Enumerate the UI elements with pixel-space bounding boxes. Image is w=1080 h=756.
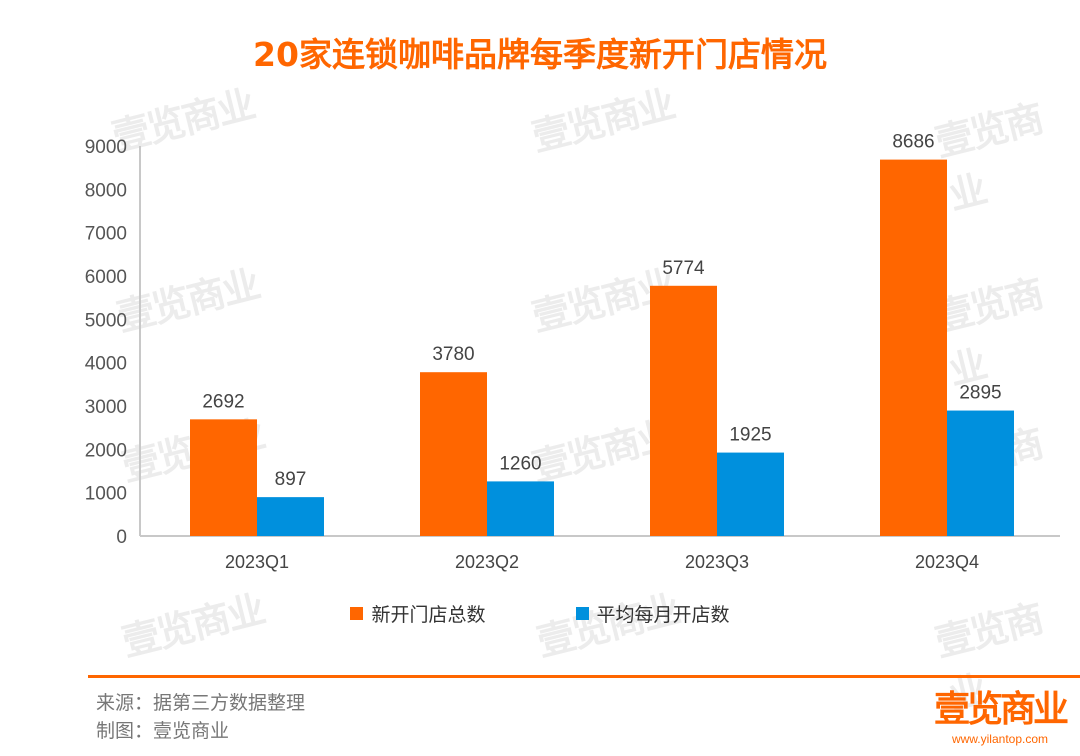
y-tick-label: 7000: [85, 224, 127, 245]
chart-title: 20家连锁咖啡品牌每季度新开门店情况: [253, 35, 827, 74]
y-tick-label: 9000: [85, 137, 127, 158]
y-tick-label: 3000: [85, 397, 127, 418]
data-label: 8686: [892, 132, 934, 153]
y-tick-label: 6000: [85, 267, 127, 288]
credit-note: 制图：壹览商业: [96, 720, 230, 742]
data-label: 897: [275, 469, 307, 490]
bar-total: [650, 285, 717, 536]
source-note: 来源：据第三方数据整理: [96, 692, 306, 714]
x-tick-label: 2023Q1: [225, 552, 289, 572]
y-tick-label: 2000: [85, 440, 127, 461]
data-label: 2692: [202, 391, 244, 412]
legend-item-total: 新开门店总数: [350, 600, 486, 627]
bar-monthly: [717, 452, 784, 536]
y-tick-label: 8000: [85, 180, 127, 201]
data-label: 2895: [959, 383, 1001, 404]
bar-monthly: [487, 481, 554, 536]
bar-total: [420, 372, 487, 536]
x-tick-label: 2023Q2: [455, 552, 519, 572]
y-tick-label: 1000: [85, 484, 127, 505]
legend-item-monthly: 平均每月开店数: [575, 600, 730, 627]
footer-divider: [88, 675, 1080, 678]
legend-swatch-total: [350, 607, 364, 620]
logo-url: www.yilantop.com: [951, 732, 1049, 746]
y-tick-label: 0: [116, 527, 127, 548]
x-tick-label: 2023Q4: [915, 552, 979, 572]
legend-label-monthly: 平均每月开店数: [596, 604, 730, 626]
data-label: 5774: [662, 258, 705, 279]
data-label: 3780: [432, 344, 474, 365]
bar-total: [880, 159, 947, 536]
logo-text: 壹览商业: [933, 689, 1069, 730]
x-tick-label: 2023Q3: [685, 552, 749, 572]
y-tick-label: 4000: [85, 354, 127, 375]
data-label: 1925: [729, 425, 771, 446]
data-label: 1260: [499, 453, 541, 474]
y-tick-label: 5000: [85, 310, 127, 331]
brand-logo: 壹览商业 www.yilantop.com: [933, 688, 1069, 746]
bar-chart: 0 1000 2000 3000 4000 5000 6000 7000 8000 9000 202…: [85, 132, 1060, 572]
bar-total: [190, 419, 257, 536]
bar-monthly: [257, 497, 324, 536]
bar-monthly: [947, 410, 1014, 536]
legend-swatch-monthly: [575, 607, 589, 620]
legend: 新开门店总数 平均每月开店数: [0, 600, 1080, 627]
legend-label-total: 新开门店总数: [371, 604, 486, 626]
